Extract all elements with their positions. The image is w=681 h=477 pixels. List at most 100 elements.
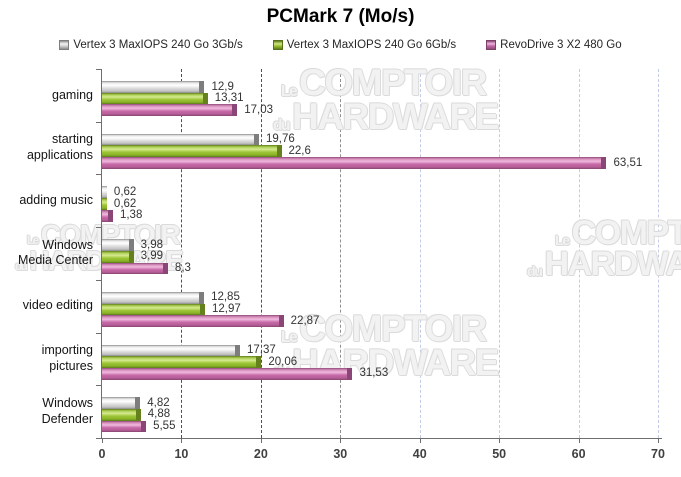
- bar-value-label: 0,62: [113, 185, 137, 198]
- watermark-big-word: HARDWARE: [544, 245, 681, 284]
- legend-marker-icon: [59, 40, 70, 50]
- bar-end-cap: [202, 92, 208, 105]
- category-label-line: Defender: [41, 411, 93, 426]
- x-tick-label: 30: [333, 447, 348, 461]
- gridline-60: [578, 69, 580, 438]
- y-axis-tick: [96, 227, 102, 228]
- bar-end-cap: [141, 420, 147, 433]
- bar: [102, 397, 141, 409]
- x-tick-label: 0: [98, 447, 106, 461]
- bar-value-label: 5,55: [153, 420, 176, 433]
- watermark-1: Le COMPTOIR du HARDWARE: [273, 62, 499, 135]
- bar: [102, 356, 262, 368]
- bar-value-label: 22,6: [288, 144, 311, 157]
- x-tick-label: 70: [651, 447, 665, 461]
- category-label: gaming: [2, 69, 93, 122]
- bar-value-label: 17,03: [244, 103, 274, 116]
- bar-value-label: 17,37: [246, 344, 276, 357]
- bar-end-cap: [200, 303, 206, 316]
- category-label-line: starting: [52, 132, 93, 147]
- watermark-big-word: COMPTOIR: [299, 308, 487, 349]
- bar: [102, 104, 238, 117]
- x-axis-tick: [578, 439, 580, 443]
- category-label: video editing: [2, 280, 93, 333]
- bar-end-cap: [234, 344, 240, 357]
- bar: [102, 81, 205, 93]
- category-label-line: importing: [41, 343, 93, 358]
- bar: [102, 209, 113, 222]
- bar-value-label: 20,06: [268, 355, 298, 368]
- gridline-10: [181, 69, 183, 438]
- y-axis-tick: [96, 174, 102, 175]
- bar-value-label: 63,51: [613, 156, 643, 169]
- x-tick-label: 60: [571, 447, 586, 461]
- legend: Vertex 3 MaxIOPS 240 Go 3Gb/s Vertex 3 Ma…: [0, 39, 681, 51]
- bar-end-cap: [253, 133, 259, 146]
- watermark-big-word: COMPTOIR: [299, 62, 487, 103]
- bar: [102, 198, 107, 210]
- x-tick-label: 10: [174, 447, 189, 461]
- gridline-30: [340, 69, 342, 438]
- bar: [102, 291, 205, 304]
- x-axis-tick: [340, 439, 342, 443]
- bar: [102, 367, 353, 380]
- watermark-small-word: du: [273, 116, 290, 134]
- category-label-line: Media Center: [17, 253, 93, 268]
- bar-end-cap: [162, 262, 168, 275]
- legend-label: Vertex 3 MaxIOPS 240 Go 6Gb/s: [286, 39, 457, 51]
- legend-marker-icon: [486, 40, 497, 50]
- watermark-big-word: HARDWARE: [291, 96, 499, 138]
- bar: [102, 133, 259, 146]
- legend-item: Vertex 3 MaxIOPS 240 Go 6Gb/s: [272, 39, 457, 51]
- x-tick-label: 50: [492, 447, 507, 461]
- bar-value-label: 22,87: [290, 314, 320, 327]
- y-axis-tick: [96, 438, 102, 439]
- legend-item: Vertex 3 MaxIOPS 240 Go 3Gb/s: [59, 39, 243, 51]
- gridline-70: [658, 69, 659, 438]
- x-axis-line: [96, 438, 662, 439]
- bar-value-label: 8,3: [174, 262, 191, 275]
- legend-item: RevoDrive 3 X2 480 Go: [486, 39, 622, 51]
- bar-value-label: 4,82: [147, 396, 170, 409]
- watermark-small-word: du: [15, 259, 28, 273]
- bar-end-cap: [135, 408, 141, 421]
- category-label: Windows Media Center: [2, 227, 93, 280]
- bar-end-cap: [347, 367, 353, 380]
- x-axis-tick: [499, 439, 501, 443]
- category-label: importing pictures: [2, 333, 93, 386]
- bar: [102, 145, 282, 158]
- category-label-line: Windows: [42, 396, 93, 410]
- bar: [102, 262, 168, 275]
- gridline-40: [419, 69, 421, 438]
- bar: [102, 186, 107, 199]
- bar: [102, 157, 607, 169]
- bar-end-cap: [128, 250, 134, 263]
- y-axis-tick: [96, 280, 102, 281]
- y-axis-tick: [96, 385, 102, 386]
- legend-label: Vertex 3 MaxIOPS 240 Go 3Gb/s: [73, 39, 243, 51]
- category-label: starting applications: [2, 122, 93, 175]
- y-axis-line: [101, 69, 102, 438]
- x-tick-label: 40: [412, 447, 427, 461]
- bar-end-cap: [601, 157, 607, 169]
- bar-end-cap: [256, 356, 262, 368]
- bar: [102, 250, 134, 263]
- bar-value-label: 4,88: [147, 408, 171, 421]
- y-axis-tick: [96, 69, 102, 70]
- x-axis-tick: [181, 439, 183, 443]
- bar-value-label: 3,99: [140, 250, 164, 263]
- x-axis-tick: [658, 439, 659, 443]
- bar-end-cap: [199, 81, 205, 93]
- bar-value-label: 31,53: [359, 367, 389, 380]
- category-label-line: applications: [26, 148, 93, 163]
- bar-value-label: 12,9: [211, 80, 234, 93]
- bar: [102, 315, 284, 327]
